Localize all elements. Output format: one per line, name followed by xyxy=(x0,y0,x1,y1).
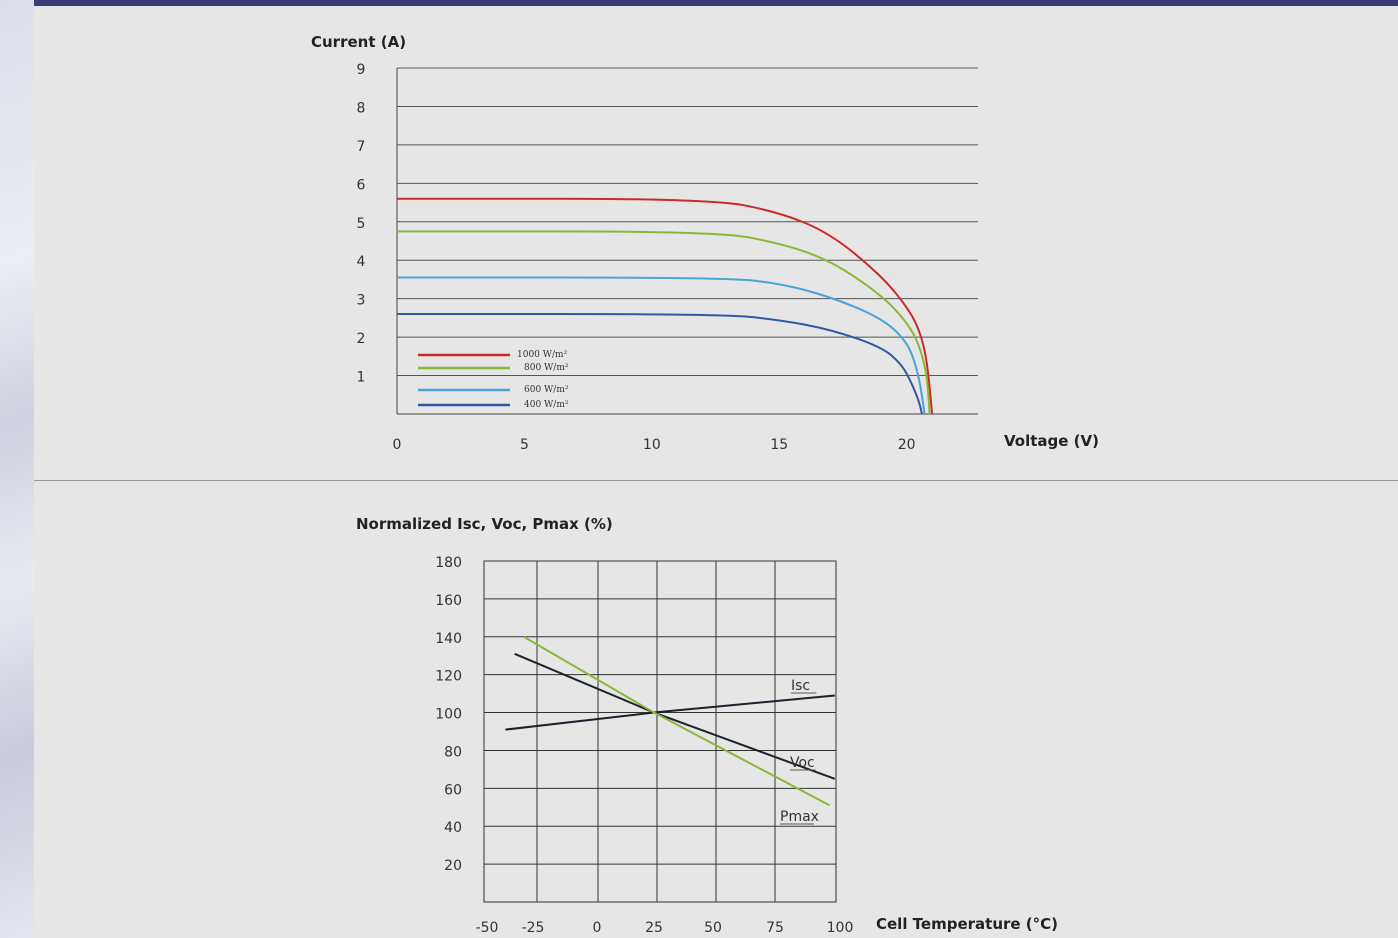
temp-x-tick-label: -25 xyxy=(522,920,545,936)
temp-gridlines xyxy=(483,560,837,903)
temp-y-axis-label: Normalized Isc, Voc, Pmax (%) xyxy=(356,515,613,533)
iv-y-tick-label: 5 xyxy=(357,216,366,232)
temp-x-tick-label: 0 xyxy=(593,920,602,936)
temp-y-tick-label: 20 xyxy=(444,858,462,874)
temp-y-tick-label: 140 xyxy=(435,631,462,647)
iv-series-line xyxy=(397,276,926,415)
temp-chart: Normalized Isc, Voc, Pmax (%) Cell Tempe… xyxy=(356,515,1058,936)
temp-x-tick-label: 100 xyxy=(827,920,854,936)
iv-axes xyxy=(396,68,978,415)
temp-x-axis-label: Cell Temperature (°C) xyxy=(876,915,1058,933)
temp-series-label: Isc xyxy=(791,678,810,694)
iv-legend-label: 400 W/m² xyxy=(524,400,569,410)
iv-legend-label: 800 W/m² xyxy=(524,363,569,373)
iv-legend: 1000 W/m² 800 W/m² 600 W/m² 400 W/m² xyxy=(418,350,569,410)
temp-x-tick-label: 75 xyxy=(766,920,784,936)
iv-legend-label: 1000 W/m² xyxy=(517,350,568,360)
iv-series-line xyxy=(397,197,934,415)
temp-y-tick-label: 60 xyxy=(444,782,462,798)
temp-series-label: Voc xyxy=(790,755,815,771)
iv-y-tick-label: 7 xyxy=(357,139,366,155)
temp-x-ticks: -50 -25 0 25 50 75 100 xyxy=(476,920,854,936)
iv-y-tick-label: 2 xyxy=(357,331,366,347)
temp-y-tick-label: 80 xyxy=(444,744,462,760)
left-decorative-strip xyxy=(0,0,34,938)
temp-y-tick-label: 180 xyxy=(435,555,462,571)
temp-y-ticks: 180 160 140 120 100 80 60 40 20 xyxy=(435,555,462,874)
iv-y-tick-label: 1 xyxy=(357,370,366,386)
temp-y-tick-label: 100 xyxy=(435,707,462,723)
iv-y-tick-label: 9 xyxy=(357,62,366,78)
temp-y-tick-label: 160 xyxy=(435,593,462,609)
iv-series-line xyxy=(397,313,923,415)
temp-series-line xyxy=(523,635,831,807)
iv-y-tick-label: 6 xyxy=(357,177,366,193)
iv-gridlines xyxy=(397,67,978,377)
temp-x-tick-label: 50 xyxy=(704,920,722,936)
iv-legend-label: 600 W/m² xyxy=(524,385,569,395)
temp-series-label: Pmax xyxy=(780,809,819,825)
iv-y-tick-label: 3 xyxy=(357,293,366,309)
iv-y-tick-label: 8 xyxy=(357,100,366,116)
iv-series-line xyxy=(397,230,931,415)
iv-x-tick-label: 20 xyxy=(898,437,916,453)
iv-x-tick-label: 15 xyxy=(770,437,788,453)
iv-x-axis-label: Voltage (V) xyxy=(1004,432,1099,450)
temp-x-tick-label: 25 xyxy=(645,920,663,936)
top-accent-bar xyxy=(34,0,1398,6)
temp-y-tick-label: 40 xyxy=(444,820,462,836)
iv-x-tick-label: 10 xyxy=(643,437,661,453)
iv-y-tick-label: 4 xyxy=(357,254,366,270)
temp-series-line xyxy=(514,652,836,780)
temp-x-tick-label: -50 xyxy=(476,920,499,936)
temp-y-tick-label: 120 xyxy=(435,669,462,685)
iv-x-ticks: 0 5 10 15 20 xyxy=(393,437,916,453)
iv-y-axis-label: Current (A) xyxy=(311,33,406,51)
iv-chart: Current (A) Voltage (V) 9 8 7 6 5 4 3 2 1 0 5 10 15… xyxy=(311,33,1099,453)
temp-series-labels: Isc Voc Pmax xyxy=(780,678,819,825)
iv-series-group xyxy=(397,197,934,415)
temp-series-group xyxy=(505,635,836,807)
temp-plot-frame xyxy=(483,560,837,903)
iv-x-tick-label: 5 xyxy=(520,437,529,453)
iv-y-ticks: 9 8 7 6 5 4 3 2 1 xyxy=(357,62,366,386)
section-divider xyxy=(34,480,1398,481)
iv-x-tick-label: 0 xyxy=(393,437,402,453)
